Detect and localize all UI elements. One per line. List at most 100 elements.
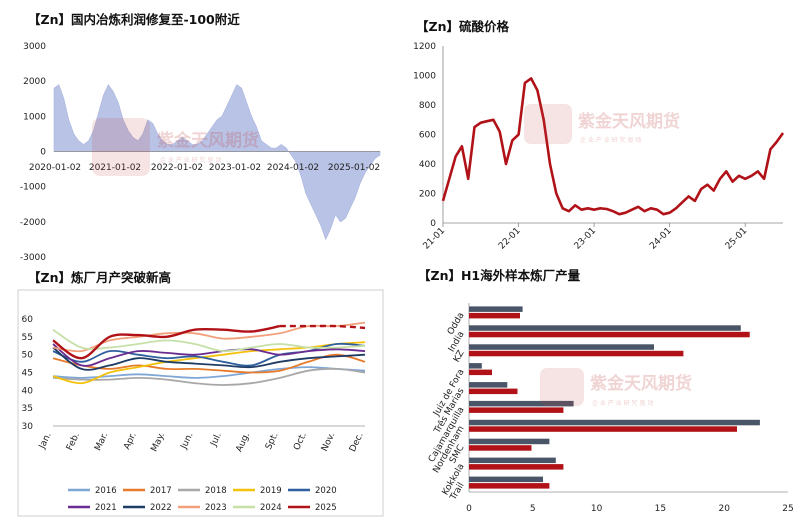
overseas-bar-dark xyxy=(469,382,508,388)
monthly-series-line-2017 xyxy=(52,353,366,374)
legend-label-2024: 2024 xyxy=(260,503,282,513)
profit-x-tick-label: 2023-01-02 xyxy=(209,163,261,173)
acid-y-tick-label: 600 xyxy=(419,131,436,141)
monthly-series-line-2021 xyxy=(52,343,366,367)
watermark-logo-icon xyxy=(524,104,572,144)
acid-chart: 1200 1000 800 600 400 200 021-01 22-01 23-01 24-0… xyxy=(413,42,785,252)
profit-x-tick-label: 2025-01-02 xyxy=(328,163,380,173)
acid-x-tick-label: 22-01 xyxy=(497,226,523,252)
overseas-bar-dark xyxy=(469,400,574,407)
monthly-series-line-2025 xyxy=(52,324,281,360)
monthly-y-tick-label: 30 xyxy=(22,422,34,432)
profit-y-tick-label: -3000 xyxy=(20,253,46,263)
acid-chart-title: 【Zn】硫酸价格 xyxy=(416,19,509,34)
overseas-chart-title: 【Zn】H1海外样本炼厂产量 xyxy=(418,268,581,283)
watermark-text: 紫金天风期货 xyxy=(157,130,259,151)
acid-price-line xyxy=(441,77,785,216)
monthly-x-tick-label: Jan. xyxy=(37,431,54,451)
profit-x-tick-label: 2021-01-02 xyxy=(89,163,141,173)
legend-label-2018: 2018 xyxy=(205,486,227,496)
monthly-x-tick-label: Apr. xyxy=(122,431,139,451)
watermark-text: 紫金天风期货 xyxy=(590,373,692,394)
legend-label-2019: 2019 xyxy=(260,486,282,496)
overseas-x-tick-label: 25 xyxy=(782,504,793,514)
monthly-x-tick-label: Jun. xyxy=(179,431,196,451)
profit-area xyxy=(53,84,381,241)
watermark-overseas: 紫金天风期货 企 业 产 业 研 究 驱 动 xyxy=(540,368,692,407)
monthly-chart-frame xyxy=(17,289,384,517)
acid-y-tick-label: 1200 xyxy=(413,42,436,52)
profit-y-tick-label: 1000 xyxy=(23,112,46,122)
monthly-x-tick-label: May. xyxy=(150,431,168,454)
overseas-bar-red xyxy=(469,350,684,357)
overseas-bar-dark xyxy=(469,457,556,464)
monthly-series-forecast-2025 xyxy=(279,324,366,330)
profit-y-tick-label: -2000 xyxy=(20,218,46,228)
monthly-y-tick-label: 35 xyxy=(22,404,33,414)
watermark-text: 紫金天风期货 xyxy=(578,111,680,132)
legend-label-2016: 2016 xyxy=(95,486,117,496)
acid-x-tick-label: 23-01 xyxy=(573,226,599,252)
legend-label-2020: 2020 xyxy=(315,486,337,496)
acid-x-tick-label: 24-01 xyxy=(648,226,674,252)
profit-x-tick-label: 2022-01-02 xyxy=(151,163,203,173)
overseas-x-tick-label: 15 xyxy=(655,504,666,514)
monthly-y-tick-label: 60 xyxy=(22,315,34,325)
profit-y-tick-label: 0 xyxy=(40,148,46,158)
monthly-y-tick-label: 40 xyxy=(22,386,34,396)
legend-label-2021: 2021 xyxy=(95,503,117,513)
acid-x-tick-label: 21-01 xyxy=(422,226,448,252)
watermark-logo-icon xyxy=(540,368,584,406)
overseas-bar-dark xyxy=(469,363,482,369)
acid-y-tick-label: 200 xyxy=(419,190,436,200)
overseas-bar-red xyxy=(469,331,750,338)
monthly-series-line-2016 xyxy=(52,366,366,379)
profit-chart: 3000 2000 1000 0 -1000 -2000 -3000 2020-01-02 20… xyxy=(20,42,381,263)
legend-label-2023: 2023 xyxy=(205,503,227,513)
overseas-bar-red xyxy=(469,407,564,413)
monthly-y-tick-label: 45 xyxy=(22,369,33,379)
acid-y-tick-label: 1000 xyxy=(413,72,436,82)
watermark-subtext: 企 业 产 业 研 究 驱 动 xyxy=(160,156,221,164)
profit-x-tick-label: 2024-01-02 xyxy=(267,163,319,173)
overseas-bar-red xyxy=(469,426,737,432)
acid-y-tick-label: 0 xyxy=(430,219,436,229)
overseas-bar-dark xyxy=(469,438,550,445)
overseas-bar-dark xyxy=(469,476,543,483)
watermark-logo-icon xyxy=(92,118,150,176)
watermark-subtext: 企 业 产 业 研 究 驱 动 xyxy=(592,399,653,407)
overseas-bar-red xyxy=(469,388,518,395)
monthly-x-tick-label: Jul. xyxy=(209,431,224,449)
watermark-acid: 紫金天风期货 企 业 产 业 研 究 驱 动 xyxy=(524,104,680,144)
monthly-series-line-2024 xyxy=(52,328,366,353)
overseas-bar-red xyxy=(469,483,550,489)
profit-y-tick-label: -1000 xyxy=(20,183,46,193)
monthly-y-tick-label: 50 xyxy=(22,351,34,361)
monthly-chart-title: 【Zn】炼厂月产突破新高 xyxy=(28,270,171,285)
legend-label-2022: 2022 xyxy=(150,503,172,513)
profit-y-tick-label: 3000 xyxy=(23,42,46,52)
overseas-bar-dark xyxy=(469,306,523,312)
overseas-bar-red xyxy=(469,445,532,451)
monthly-x-tick-label: Feb. xyxy=(65,431,82,452)
monthly-x-tick-label: Oct. xyxy=(292,431,309,452)
monthly-x-tick-label: Mar. xyxy=(93,431,110,452)
monthly-x-tick-label: Nov. xyxy=(320,431,337,453)
monthly-y-tick-label: 55 xyxy=(22,333,33,343)
watermark-profit: 紫金天风期货 企 业 产 业 研 究 驱 动 xyxy=(92,118,259,176)
overseas-bar-red xyxy=(469,369,492,376)
monthly-series-line-2022 xyxy=(52,346,366,371)
overseas-bar-dark xyxy=(469,325,741,331)
watermark-subtext: 企 业 产 业 研 究 驱 动 xyxy=(580,136,641,144)
acid-x-tick-label: 25-01 xyxy=(724,226,750,252)
overseas-bar-dark xyxy=(469,344,654,350)
overseas-bar-red xyxy=(469,464,564,470)
acid-y-tick-label: 800 xyxy=(419,101,436,111)
monthly-series-line-2018 xyxy=(52,367,366,386)
overseas-x-tick-label: 5 xyxy=(530,504,536,514)
overseas-x-tick-label: 20 xyxy=(718,504,730,514)
legend-label-2017: 2017 xyxy=(150,486,172,496)
